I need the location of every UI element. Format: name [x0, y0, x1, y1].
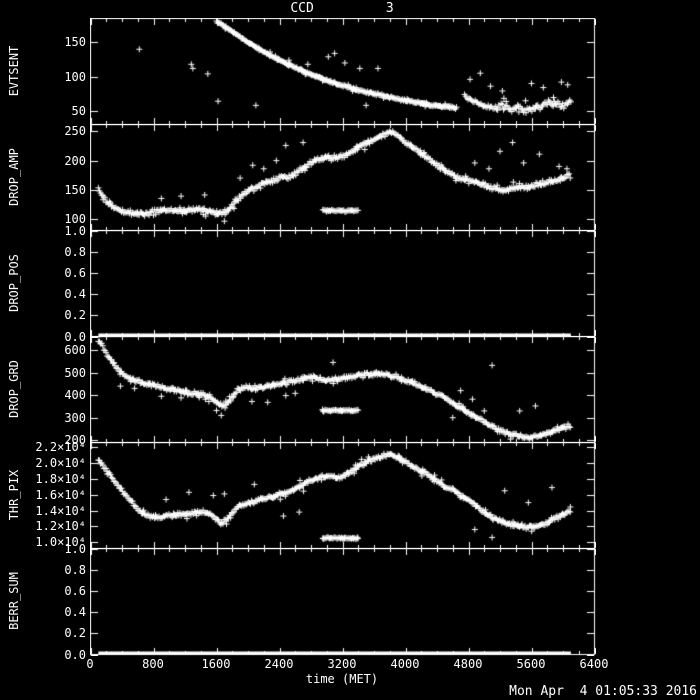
y-tick-label-drop_grd: 200: [64, 433, 86, 448]
y-tick-label-drop_amp: 250: [64, 124, 86, 139]
x-tick-label: 0: [86, 657, 94, 671]
x-tick-label: 6400: [579, 657, 609, 671]
plot-panel-drop_grd: [90, 336, 596, 444]
chart-title: CCD 3: [90, 1, 594, 16]
x-tick-label: 1600: [201, 657, 231, 671]
y-tick-label-berr_sum: 0.6: [64, 583, 86, 598]
plot-panel-drop_amp: [90, 124, 596, 232]
y-tick-label-evtsent: 150: [64, 35, 86, 50]
y-tick-label-thr_pix: 1.2×10⁴: [35, 519, 86, 534]
x-tick-label: 5600: [516, 657, 546, 671]
x-tick-label: 800: [142, 657, 164, 671]
x-tick-label: 4000: [390, 657, 420, 671]
y-tick-label-thr_pix: 1.0×10⁴: [35, 535, 86, 550]
title-ccd-number: 3: [385, 1, 394, 16]
plot-panel-thr_pix: [90, 442, 596, 550]
y-tick-label-drop_grd: 400: [64, 388, 86, 403]
y-axis-label-evtsent: EVTSENT: [7, 45, 21, 97]
y-tick-label-drop_amp: 200: [64, 153, 86, 168]
y-tick-label-thr_pix: 1.8×10⁴: [35, 471, 86, 486]
x-tick-label: 3200: [327, 657, 357, 671]
plot-panel-berr_sum: [90, 548, 596, 656]
y-tick-label-drop_pos: 1.0: [64, 223, 86, 238]
y-axis-label-drop_grd: DROP_GRD: [7, 360, 21, 418]
y-tick-label-drop_pos: 0.4: [64, 287, 86, 302]
y-axis-label-thr_pix: THR_PIX: [7, 469, 21, 521]
y-tick-label-thr_pix: 1.4×10⁴: [35, 503, 86, 518]
y-tick-label-berr_sum: 1.0: [64, 541, 86, 556]
y-tick-label-thr_pix: 2.2×10⁴: [35, 440, 86, 455]
y-axis-label-berr_sum: BERR_SUM: [7, 572, 21, 630]
y-tick-label-berr_sum: 0.0: [64, 647, 86, 662]
y-tick-label-drop_pos: 0.0: [64, 329, 86, 344]
y-tick-label-thr_pix: 2.0×10⁴: [35, 456, 86, 471]
plot-panel-evtsent: [90, 18, 596, 126]
x-axis-title: time (MET): [305, 672, 379, 686]
y-tick-label-thr_pix: 1.6×10⁴: [35, 487, 86, 502]
y-tick-label-drop_pos: 0.6: [64, 265, 86, 280]
y-tick-label-drop_amp: 150: [64, 182, 86, 197]
y-tick-label-berr_sum: 0.8: [64, 562, 86, 577]
y-tick-label-berr_sum: 0.2: [64, 626, 86, 641]
y-tick-label-berr_sum: 0.4: [64, 605, 86, 620]
y-tick-label-drop_grd: 600: [64, 343, 86, 358]
y-axis-label-drop_amp: DROP_AMP: [7, 148, 21, 206]
y-tick-label-drop_grd: 500: [64, 365, 86, 380]
y-axis-label-drop_pos: DROP_POS: [7, 254, 21, 312]
timestamp: Mon Apr 4 01:05:33 2016: [509, 684, 697, 699]
x-tick-label: 4800: [453, 657, 483, 671]
plot-panel-drop_pos: [90, 230, 596, 338]
y-tick-label-evtsent: 50: [71, 103, 86, 118]
title-label: CCD: [290, 1, 314, 16]
y-tick-label-evtsent: 100: [64, 69, 86, 84]
y-tick-label-drop_amp: 100: [64, 211, 86, 226]
y-tick-label-drop_pos: 0.8: [64, 244, 86, 259]
x-tick-label: 2400: [264, 657, 294, 671]
y-tick-label-drop_pos: 0.2: [64, 308, 86, 323]
y-tick-label-drop_grd: 300: [64, 410, 86, 425]
